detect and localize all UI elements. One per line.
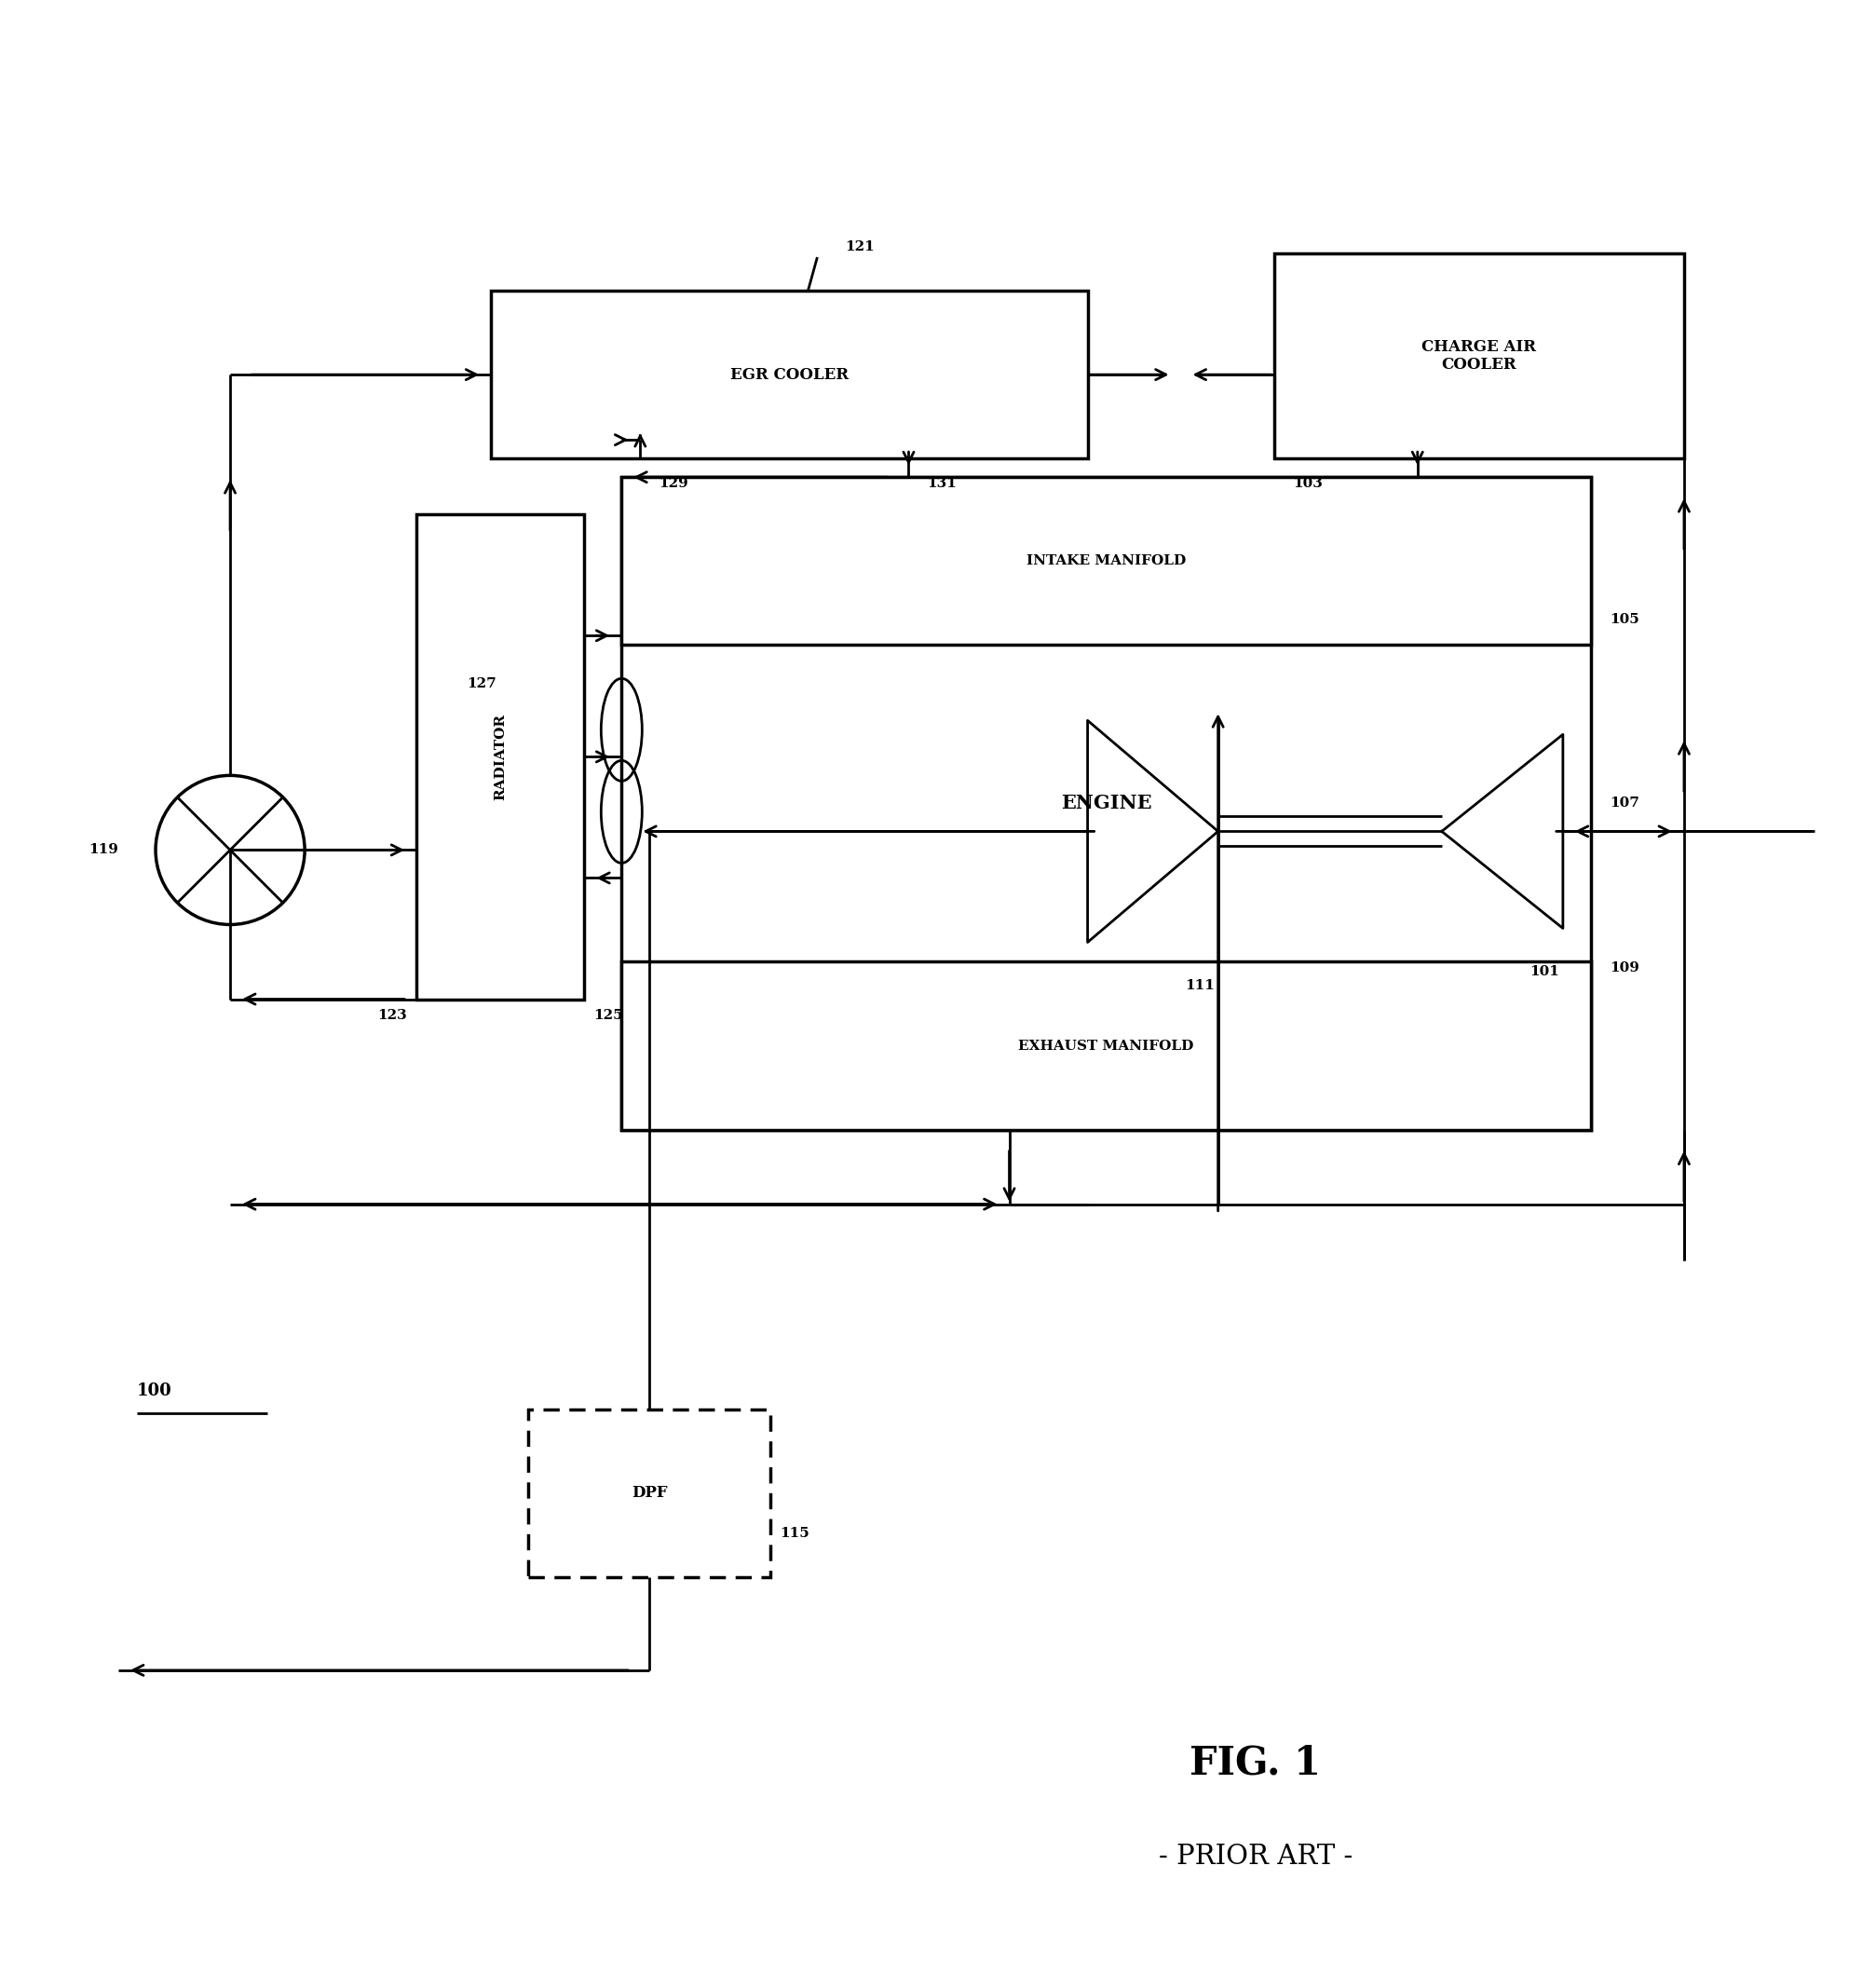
Text: 105: 105 <box>1610 614 1638 626</box>
Text: CHARGE AIR
COOLER: CHARGE AIR COOLER <box>1420 339 1536 373</box>
Text: 119: 119 <box>88 843 118 857</box>
Bar <box>492 290 1086 459</box>
Text: EGR COOLER: EGR COOLER <box>730 367 848 382</box>
Text: 101: 101 <box>1529 965 1559 979</box>
Text: 127: 127 <box>467 679 497 690</box>
Text: 131: 131 <box>927 477 957 490</box>
Bar <box>529 1410 771 1577</box>
Text: 111: 111 <box>1184 980 1214 992</box>
Text: 109: 109 <box>1610 961 1638 975</box>
Text: - PRIOR ART -: - PRIOR ART - <box>1157 1843 1353 1869</box>
Bar <box>621 477 1591 645</box>
Text: EXHAUST MANIFOLD: EXHAUST MANIFOLD <box>1019 1039 1193 1053</box>
Text: 100: 100 <box>137 1383 173 1398</box>
Bar <box>416 514 583 1000</box>
Text: 103: 103 <box>1293 477 1323 490</box>
Text: RADIATOR: RADIATOR <box>493 714 507 800</box>
Text: 129: 129 <box>658 477 688 490</box>
Text: FIG. 1: FIG. 1 <box>1189 1743 1321 1783</box>
Bar <box>621 961 1591 1130</box>
Text: 125: 125 <box>593 1008 623 1022</box>
Text: 107: 107 <box>1610 796 1638 810</box>
Text: ENGINE: ENGINE <box>1060 794 1152 812</box>
Text: INTAKE MANIFOLD: INTAKE MANIFOLD <box>1026 555 1186 567</box>
Bar <box>621 477 1591 1130</box>
Text: 123: 123 <box>377 1008 407 1022</box>
Text: 115: 115 <box>780 1528 809 1539</box>
Text: 121: 121 <box>844 241 874 253</box>
Bar <box>1274 253 1683 459</box>
Text: DPF: DPF <box>630 1484 668 1500</box>
